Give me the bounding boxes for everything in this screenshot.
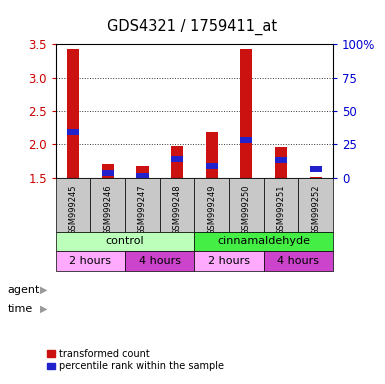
Text: 4 hours: 4 hours: [139, 256, 181, 266]
Bar: [67, 49, 79, 178]
Bar: [136, 174, 149, 179]
Bar: [229, 178, 264, 232]
Bar: [136, 166, 149, 178]
Text: 2 hours: 2 hours: [69, 256, 112, 266]
Text: ▶: ▶: [40, 304, 48, 314]
Text: GSM999252: GSM999252: [311, 184, 320, 235]
Text: ▶: ▶: [40, 285, 48, 295]
Bar: [264, 251, 333, 271]
Text: GSM999248: GSM999248: [172, 184, 182, 235]
Legend: transformed count, percentile rank within the sample: transformed count, percentile rank withi…: [44, 345, 228, 375]
Text: GSM999247: GSM999247: [138, 184, 147, 235]
Text: cinnamaldehyde: cinnamaldehyde: [217, 237, 310, 247]
Bar: [67, 129, 79, 135]
Bar: [310, 177, 322, 178]
Text: GSM999251: GSM999251: [276, 184, 286, 235]
Bar: [125, 178, 160, 232]
Bar: [206, 163, 218, 169]
Text: GSM999246: GSM999246: [103, 184, 112, 235]
Text: GDS4321 / 1759411_at: GDS4321 / 1759411_at: [107, 18, 278, 35]
Bar: [125, 251, 194, 271]
Text: 4 hours: 4 hours: [277, 256, 320, 266]
Bar: [298, 178, 333, 232]
Bar: [240, 137, 253, 143]
Text: control: control: [106, 237, 144, 247]
Bar: [171, 156, 183, 162]
Bar: [56, 232, 194, 251]
Bar: [90, 178, 125, 232]
Bar: [275, 157, 287, 163]
Text: agent: agent: [8, 285, 40, 295]
Bar: [56, 178, 90, 232]
Text: GSM999250: GSM999250: [242, 184, 251, 235]
Bar: [310, 166, 322, 172]
Bar: [102, 164, 114, 178]
Bar: [160, 178, 194, 232]
Bar: [206, 132, 218, 178]
Bar: [194, 251, 264, 271]
Text: time: time: [8, 304, 33, 314]
Bar: [275, 147, 287, 178]
Bar: [171, 146, 183, 178]
Text: 2 hours: 2 hours: [208, 256, 250, 266]
Bar: [194, 232, 333, 251]
Bar: [194, 178, 229, 232]
Text: GSM999245: GSM999245: [69, 184, 78, 235]
Bar: [56, 251, 125, 271]
Bar: [264, 178, 298, 232]
Text: GSM999249: GSM999249: [207, 184, 216, 235]
Bar: [102, 170, 114, 176]
Bar: [240, 49, 253, 178]
